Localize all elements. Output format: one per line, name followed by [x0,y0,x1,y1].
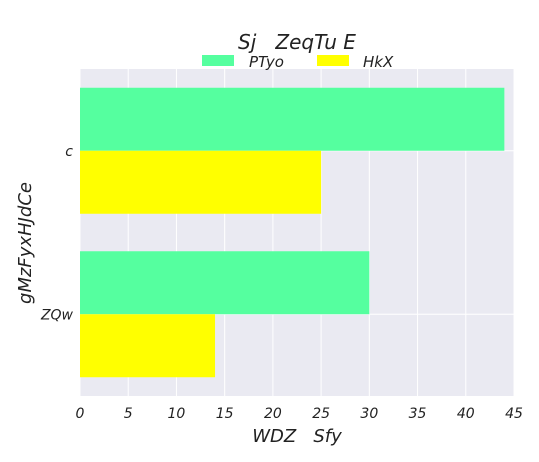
y-tick-labels: c ZQw [40,144,74,324]
x-tick-label: 15 [216,406,234,422]
x-axis-label: WDZ Sfy [252,426,342,447]
y-tick-label: c [65,144,73,160]
x-tick-label: 0 [76,406,85,422]
x-tick-label: 20 [264,406,282,422]
y-tick-label: ZQw [40,307,74,323]
bar-hkx-c [80,150,322,214]
x-tick-label: 30 [360,406,378,422]
x-tick-label: 35 [409,406,427,422]
x-tick-labels: 0 5 10 15 20 25 30 35 40 45 [76,406,523,422]
chart-title: Sj ZeqTu E [238,30,356,54]
y-axis-label: gMzFyxHJdCe [15,182,36,304]
bar-ptyo-zqw [80,251,370,315]
bars [80,87,505,378]
legend-swatch-ptyo [202,55,234,66]
legend-label-ptyo: PTyo [249,53,284,71]
x-tick-label: 40 [457,406,475,422]
x-tick-label: 10 [168,406,186,422]
bar-hkx-zqw [80,314,216,378]
x-tick-label: 5 [124,406,133,422]
legend-label-hkx: HkX [363,53,394,71]
bar-ptyo-c [80,87,505,151]
x-tick-label: 45 [505,406,523,422]
legend-swatch-hkx [317,55,349,66]
x-tick-label: 25 [312,406,330,422]
legend: PTyo HkX [202,53,394,71]
